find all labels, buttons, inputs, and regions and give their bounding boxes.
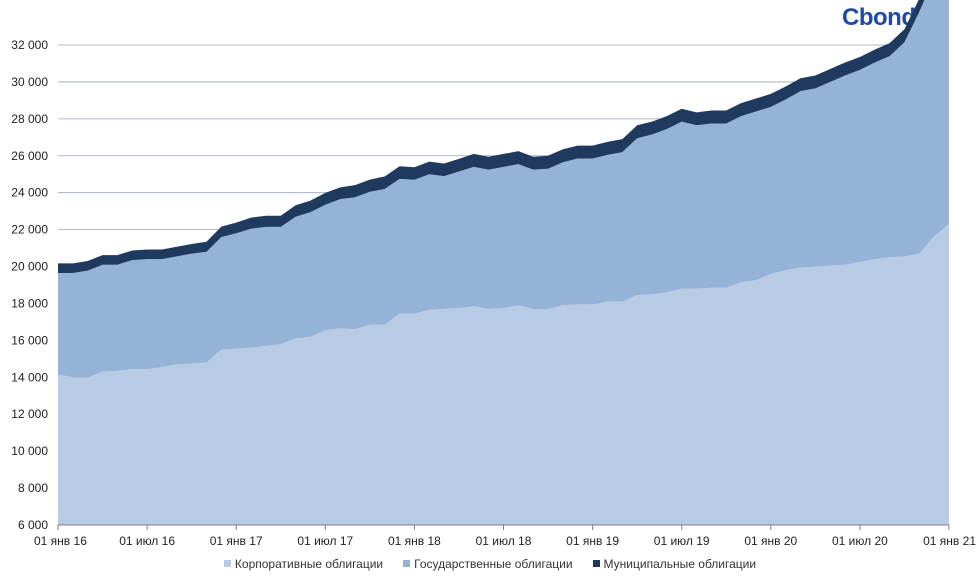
y-tick-label: 20 000 bbox=[11, 260, 48, 274]
y-tick-label: 8 000 bbox=[18, 481, 48, 495]
x-tick-label: 01 янв 21 bbox=[923, 534, 976, 548]
y-tick-label: 32 000 bbox=[11, 38, 48, 52]
x-tick-label: 01 июл 19 bbox=[654, 534, 710, 548]
y-tick-label: 28 000 bbox=[11, 112, 48, 126]
y-tick-label: 18 000 bbox=[11, 296, 48, 310]
x-tick-label: 01 июл 20 bbox=[832, 534, 888, 548]
legend-swatch bbox=[403, 560, 411, 567]
x-tick-label: 01 янв 17 bbox=[210, 534, 263, 548]
x-tick-label: 01 янв 16 bbox=[34, 534, 87, 548]
legend-swatch bbox=[223, 560, 231, 567]
x-tick-label: 01 июл 17 bbox=[297, 534, 353, 548]
area-series bbox=[58, 0, 949, 526]
x-tick-label: 01 июл 16 bbox=[119, 534, 175, 548]
x-tick-label: 01 янв 20 bbox=[744, 534, 797, 548]
legend-item: Государственные облигации bbox=[403, 556, 573, 571]
legend-swatch bbox=[592, 560, 600, 567]
legend-label: Корпоративные облигации bbox=[234, 556, 384, 571]
legend-label: Государственные облигации bbox=[414, 556, 573, 571]
y-tick-label: 30 000 bbox=[11, 75, 48, 89]
x-tick-label: 01 янв 19 bbox=[566, 534, 619, 548]
x-tick-label: 01 июл 18 bbox=[476, 534, 532, 548]
y-tick-label: 22 000 bbox=[11, 223, 48, 237]
y-tick-label: 26 000 bbox=[11, 149, 48, 163]
area-государственные-облигации bbox=[58, 0, 949, 378]
axes: 6 000 8 000 10 000 12 000 14 000 16 000 18 000… bbox=[11, 38, 976, 548]
y-tick-label: 16 000 bbox=[11, 333, 48, 347]
area-корпоративные-облигации bbox=[58, 224, 949, 526]
x-tick-label: 01 янв 18 bbox=[388, 534, 441, 548]
legend-item: Корпоративные облигации bbox=[223, 556, 384, 571]
y-tick-label: 12 000 bbox=[11, 407, 48, 421]
legend: Корпоративные облигации Государственные о… bbox=[0, 556, 980, 571]
y-tick-label: 10 000 bbox=[11, 444, 48, 458]
legend-item: Муниципальные облигации bbox=[592, 556, 757, 571]
legend-label: Муниципальные облигации bbox=[603, 556, 757, 571]
y-tick-label: 14 000 bbox=[11, 370, 48, 384]
y-tick-label: 24 000 bbox=[11, 186, 48, 200]
y-tick-label: 6 000 bbox=[18, 518, 48, 532]
